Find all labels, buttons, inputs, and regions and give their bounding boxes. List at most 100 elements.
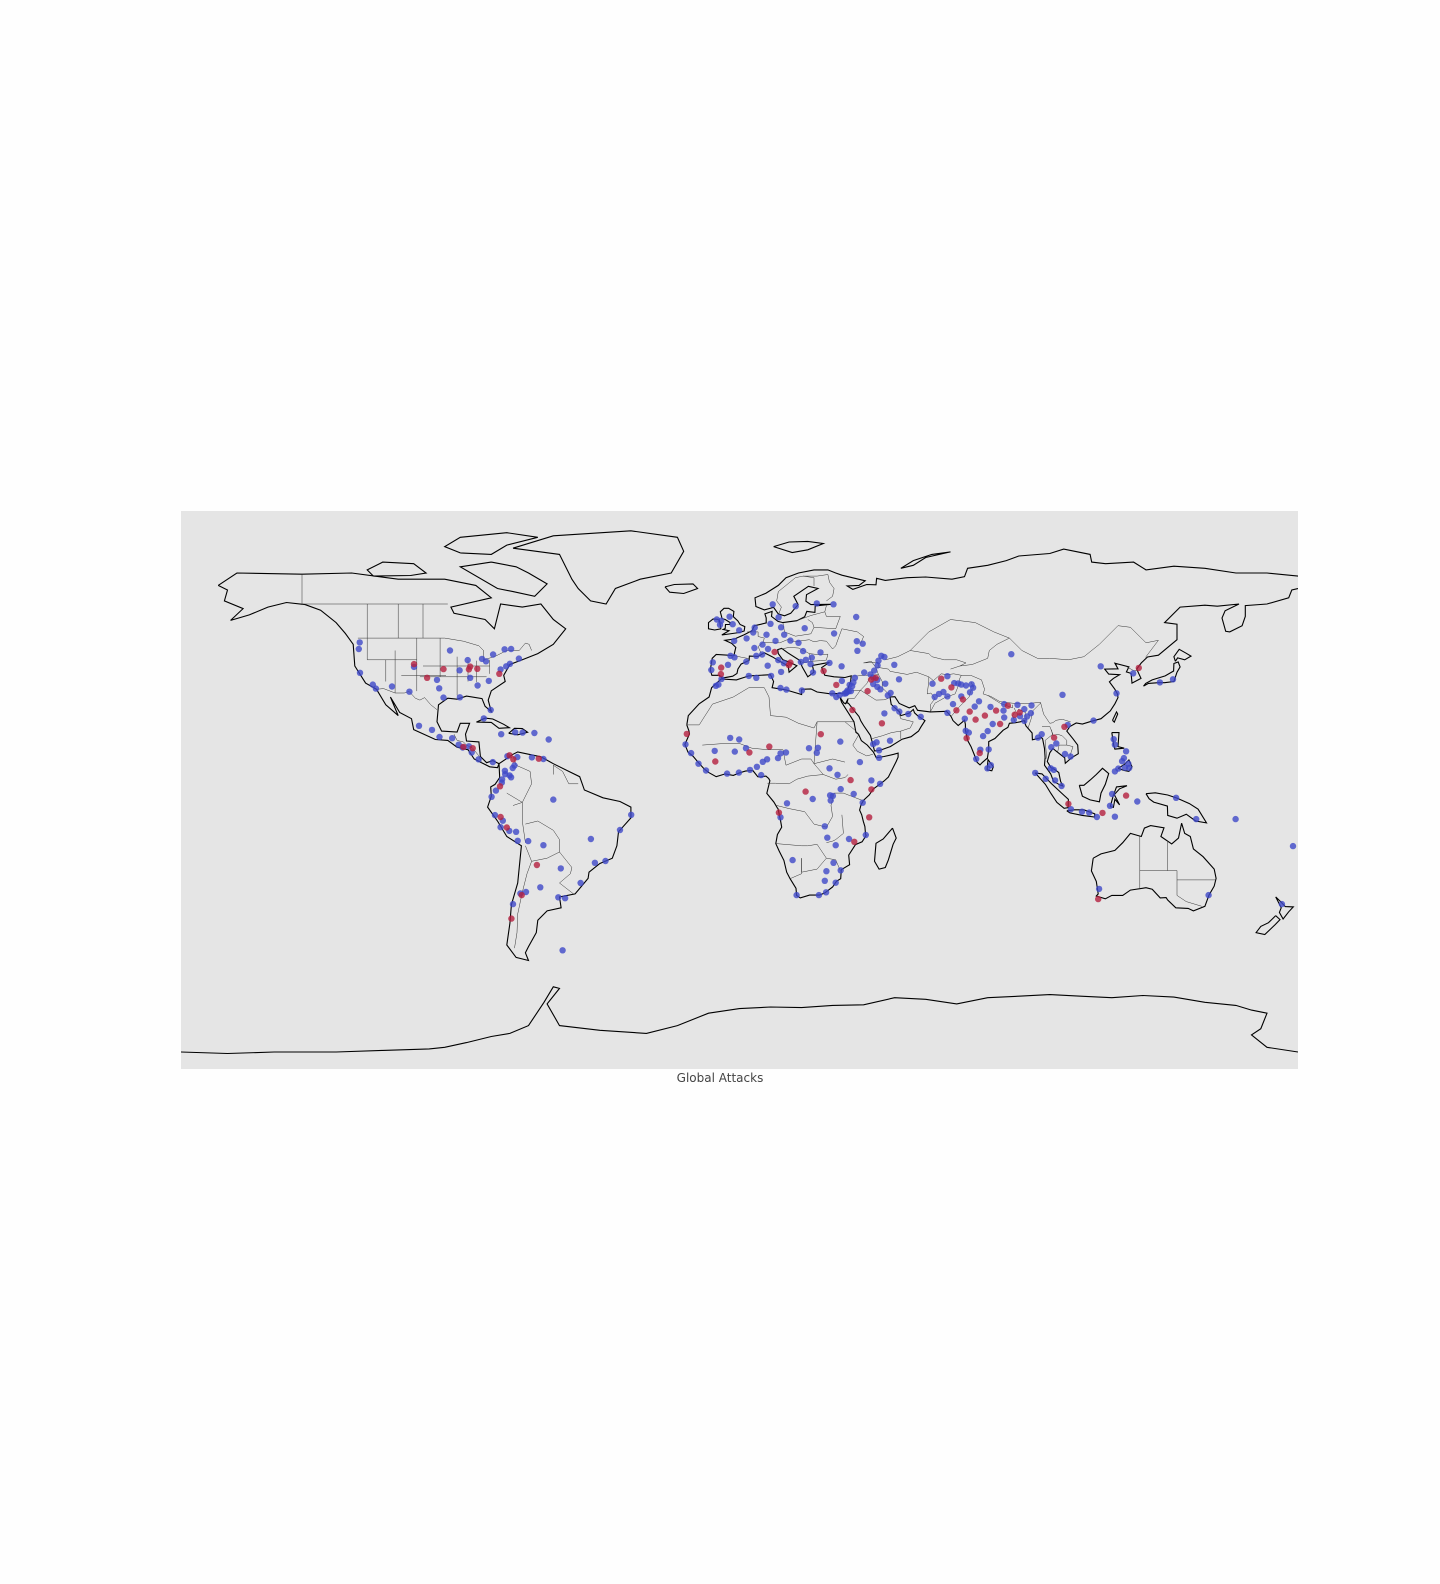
attack-marker	[1021, 717, 1028, 725]
africa-border-3	[702, 743, 846, 766]
attack-marker	[1059, 691, 1066, 698]
attack-marker	[759, 758, 766, 765]
attack-marker	[931, 693, 938, 701]
attack-marker	[830, 601, 837, 608]
attack-marker	[1067, 753, 1074, 760]
attack-marker	[1008, 651, 1015, 658]
attack-marker	[540, 755, 547, 763]
attack-marker	[837, 785, 844, 793]
attack-marker	[507, 774, 515, 781]
attack-marker-highlight	[460, 743, 467, 751]
attack-marker	[792, 603, 799, 610]
attack-marker-highlight	[867, 676, 875, 683]
africa-border-7	[776, 843, 841, 871]
attack-marker	[944, 709, 951, 716]
scandinavia-border-1	[776, 575, 804, 615]
australia-border-5	[1176, 895, 1202, 907]
attack-marker	[446, 647, 454, 654]
attack-marker-highlight	[959, 696, 967, 703]
attack-marker	[736, 627, 743, 634]
attack-marker-highlight	[1135, 664, 1142, 672]
attack-marker	[753, 674, 760, 681]
attack-marker	[783, 800, 791, 807]
attack-marker	[861, 669, 868, 676]
attack-marker	[780, 660, 788, 667]
attack-marker	[489, 758, 496, 766]
attack-marker-highlight	[847, 776, 854, 784]
europe-border-1	[747, 631, 765, 654]
attack-marker	[724, 661, 732, 668]
attack-marker	[591, 859, 599, 866]
attack-marker	[987, 762, 994, 769]
attack-marker	[1130, 670, 1137, 677]
attack-marker	[821, 877, 828, 884]
attack-marker	[713, 616, 720, 623]
great-britain-coast	[719, 607, 746, 636]
attack-marker	[814, 744, 822, 751]
attack-marker	[973, 755, 980, 763]
attack-marker	[561, 895, 569, 902]
attack-marker-highlight	[717, 670, 725, 678]
attack-marker	[881, 653, 888, 661]
attack-marker	[767, 620, 774, 627]
attack-marker	[834, 771, 841, 778]
attack-marker	[729, 621, 736, 628]
africa-border-2	[686, 703, 713, 726]
attack-marker	[795, 639, 802, 646]
attack-marker	[764, 645, 772, 653]
attack-marker	[433, 676, 441, 684]
attack-marker	[875, 747, 883, 754]
attack-marker	[702, 767, 710, 774]
attack-marker	[797, 658, 805, 666]
attack-marker	[845, 835, 853, 843]
attack-marker	[824, 834, 831, 841]
attack-marker	[798, 687, 806, 694]
attack-marker-highlight	[953, 707, 960, 714]
attack-marker	[777, 624, 785, 631]
attack-marker	[838, 663, 845, 670]
attack-marker	[1028, 702, 1035, 709]
attack-marker-highlight	[938, 675, 945, 682]
attack-marker	[746, 766, 754, 774]
attack-marker-highlight	[1095, 895, 1102, 903]
attack-marker	[856, 758, 864, 766]
attack-marker	[711, 747, 718, 755]
attack-marker	[731, 748, 738, 755]
north-america-coast	[217, 572, 567, 769]
attack-marker	[827, 797, 834, 804]
scandinavia-border-3	[826, 574, 835, 602]
attack-marker	[1172, 794, 1180, 801]
attack-marker	[975, 698, 983, 705]
attack-marker	[1111, 813, 1119, 820]
attack-marker	[745, 672, 752, 680]
greenland-coast	[512, 530, 685, 605]
attack-marker	[440, 694, 447, 701]
attack-marker	[809, 795, 816, 803]
attack-marker	[782, 749, 790, 756]
europe-border-6	[809, 653, 829, 662]
sa-border-2	[506, 792, 526, 843]
attack-marker	[837, 867, 844, 874]
europe-border-8	[813, 605, 841, 630]
attack-marker	[1110, 736, 1117, 743]
attack-marker	[822, 889, 830, 896]
attack-marker	[1061, 750, 1069, 758]
attack-marker	[1093, 813, 1101, 821]
attack-marker	[961, 715, 968, 722]
attack-marker	[1232, 815, 1239, 823]
attack-marker	[1058, 782, 1065, 790]
china-border-1	[970, 675, 1071, 724]
map-canvas	[180, 511, 1299, 1069]
attack-marker	[789, 856, 796, 864]
attack-marker	[531, 729, 538, 737]
attack-marker	[772, 637, 779, 645]
attack-marker	[875, 754, 883, 761]
central-asia-border-2	[928, 673, 962, 681]
attack-marker	[1205, 891, 1212, 899]
attack-marker	[774, 754, 782, 762]
attack-marker-highlight	[981, 712, 989, 719]
attack-marker-highlight	[1011, 711, 1018, 718]
attack-marker	[862, 831, 869, 839]
africa-border-11	[844, 721, 873, 757]
attack-marker	[475, 756, 482, 763]
